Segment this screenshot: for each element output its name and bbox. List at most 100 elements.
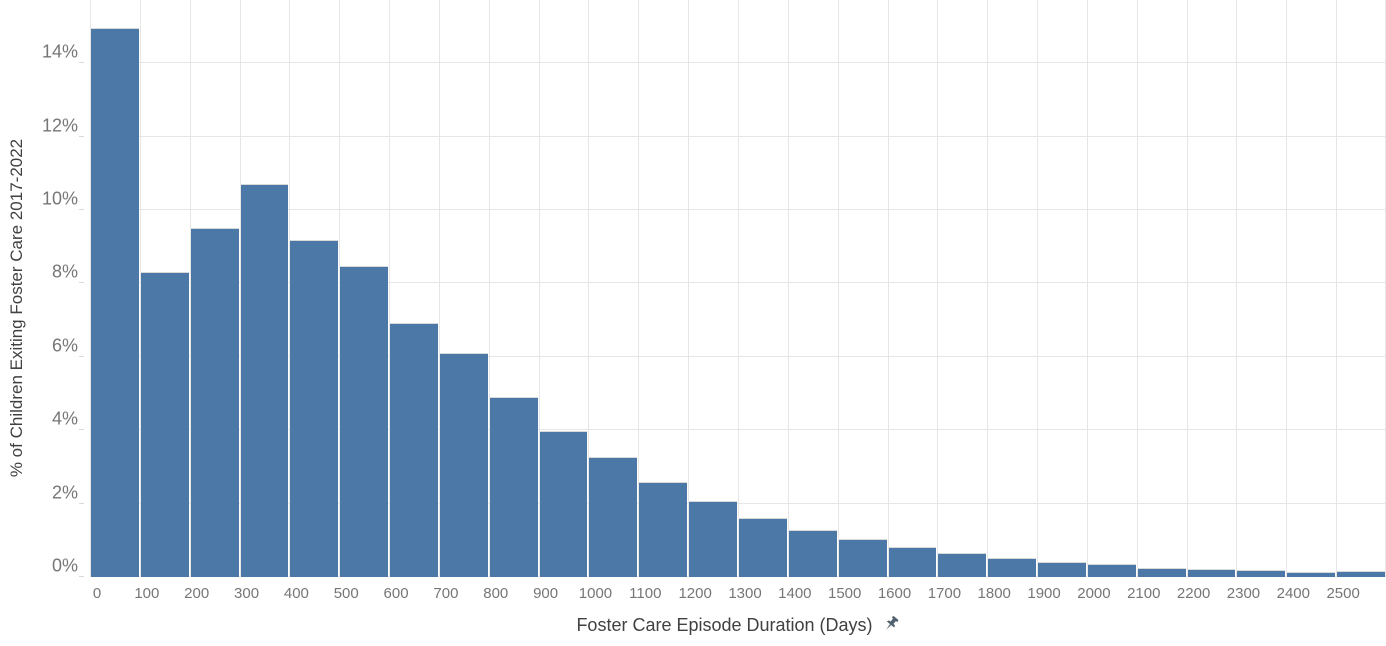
x-axis: 0 100 200 300 400 500 600 700 800 900 1000 1100 1200… bbox=[90, 583, 1386, 605]
histogram-bar-1400-1500[interactable] bbox=[788, 530, 837, 577]
histogram-bar-1500-1600[interactable] bbox=[838, 539, 887, 577]
y-tick-label: 4% bbox=[51, 408, 78, 429]
vertical-gridline bbox=[289, 0, 290, 577]
histogram-bar-2200-2300[interactable] bbox=[1187, 569, 1236, 577]
y-tick-label: 6% bbox=[51, 335, 78, 356]
vertical-gridline bbox=[888, 0, 889, 577]
x-axis-title-row: Foster Care Episode Duration (Days) bbox=[90, 610, 1386, 640]
vertical-gridline bbox=[838, 0, 839, 577]
x-tick-label: 2500 bbox=[1326, 585, 1360, 602]
vertical-gridline bbox=[1286, 0, 1287, 577]
x-tick-label: 300 bbox=[234, 585, 260, 602]
y-tick-label: 12% bbox=[41, 115, 78, 136]
horizontal-gridline bbox=[90, 282, 1386, 283]
histogram-bar-600-700[interactable] bbox=[390, 323, 438, 577]
vertical-gridline bbox=[688, 0, 689, 577]
y-tick-label: 10% bbox=[41, 188, 78, 209]
x-tick-label: 100 bbox=[134, 585, 160, 602]
vertical-gridline bbox=[987, 0, 988, 577]
x-tick-label: 400 bbox=[283, 585, 309, 602]
histogram-bar-1100-1200[interactable] bbox=[639, 482, 688, 577]
histogram-bar-200-300[interactable] bbox=[190, 228, 239, 577]
vertical-gridline bbox=[1037, 0, 1038, 577]
x-tick-label: 1800 bbox=[977, 585, 1011, 602]
x-tick-label: 900 bbox=[533, 585, 559, 602]
histogram-bar-1600-1700[interactable] bbox=[888, 547, 937, 577]
vertical-gridline bbox=[240, 0, 241, 577]
x-axis-title: Foster Care Episode Duration (Days) bbox=[576, 614, 873, 635]
x-tick-label: 2000 bbox=[1077, 585, 1111, 602]
histogram-bar-400-500[interactable] bbox=[290, 240, 339, 577]
histogram-bar-1300-1400[interactable] bbox=[739, 518, 787, 577]
y-tick-mark bbox=[79, 503, 84, 504]
histogram-bar-1000-1100[interactable] bbox=[589, 457, 638, 577]
histogram-bar-2000-2100[interactable] bbox=[1087, 564, 1136, 577]
plot-area bbox=[90, 0, 1386, 577]
x-tick-label: 2100 bbox=[1127, 585, 1161, 602]
y-tick-mark bbox=[79, 356, 84, 357]
vertical-gridline bbox=[140, 0, 141, 577]
histogram-bar-100-200[interactable] bbox=[140, 272, 189, 577]
vertical-gridline bbox=[389, 0, 390, 577]
horizontal-gridline bbox=[90, 62, 1386, 63]
x-tick-label: 1200 bbox=[678, 585, 712, 602]
histogram-bar-0-100[interactable] bbox=[91, 28, 139, 577]
y-tick-label: 0% bbox=[51, 555, 78, 576]
x-tick-label: 1700 bbox=[927, 585, 962, 602]
vertical-gridline bbox=[588, 0, 589, 577]
vertical-gridline bbox=[1087, 0, 1088, 577]
y-tick-label: 8% bbox=[51, 261, 78, 282]
histogram-bar-300-400[interactable] bbox=[240, 184, 289, 577]
histogram-bar-900-1000[interactable] bbox=[539, 431, 588, 577]
histogram-bar-500-600[interactable] bbox=[340, 266, 389, 577]
histogram-bar-800-900[interactable] bbox=[489, 397, 538, 577]
histogram-bar-2300-2400[interactable] bbox=[1237, 570, 1286, 577]
vertical-gridline bbox=[489, 0, 490, 577]
vertical-gridline bbox=[190, 0, 191, 577]
x-tick-label: 0 bbox=[92, 585, 102, 602]
x-tick-label: 700 bbox=[433, 585, 459, 602]
x-tick-label: 1300 bbox=[728, 585, 762, 602]
x-tick-label: 2300 bbox=[1226, 585, 1261, 602]
vertical-gridline bbox=[1187, 0, 1188, 577]
histogram-bar-1700-1800[interactable] bbox=[938, 553, 987, 577]
vertical-gridline bbox=[788, 0, 789, 577]
histogram-bar-1200-1300[interactable] bbox=[689, 501, 737, 577]
vertical-gridline bbox=[1137, 0, 1138, 577]
histogram-bar-2100-2200[interactable] bbox=[1137, 568, 1186, 577]
y-tick-mark bbox=[79, 282, 84, 283]
x-tick-label: 2200 bbox=[1176, 585, 1211, 602]
vertical-gridline bbox=[1336, 0, 1337, 577]
vertical-gridline bbox=[90, 0, 91, 577]
x-tick-label: 500 bbox=[333, 585, 359, 602]
x-axis-line bbox=[90, 576, 1386, 577]
y-tick-mark bbox=[79, 429, 84, 430]
x-tick-label: 1900 bbox=[1027, 585, 1061, 602]
y-axis: 0% 2% 4% 6% 8% 10% 12% 14% bbox=[0, 0, 84, 577]
x-tick-label: 600 bbox=[383, 585, 409, 602]
horizontal-gridline bbox=[90, 136, 1386, 137]
vertical-gridline bbox=[1236, 0, 1237, 577]
x-tick-label: 800 bbox=[483, 585, 509, 602]
pushpin-icon[interactable] bbox=[882, 615, 900, 633]
y-tick-mark bbox=[79, 576, 84, 577]
histogram-bar-700-800[interactable] bbox=[439, 353, 488, 577]
horizontal-gridline bbox=[90, 356, 1386, 357]
vertical-gridline bbox=[439, 0, 440, 577]
histogram-bar-2400-2500[interactable] bbox=[1287, 572, 1336, 577]
horizontal-gridline bbox=[90, 429, 1386, 430]
y-tick-label: 14% bbox=[41, 41, 78, 62]
vertical-gridline bbox=[638, 0, 639, 577]
x-tick-label: 1100 bbox=[629, 585, 662, 602]
horizontal-gridline bbox=[90, 503, 1386, 504]
vertical-gridline bbox=[339, 0, 340, 577]
histogram-bar-1900-2000[interactable] bbox=[1038, 562, 1086, 577]
y-tick-label: 2% bbox=[51, 482, 78, 503]
histogram-bar-2500-2600[interactable] bbox=[1337, 571, 1385, 577]
x-tick-label: 2400 bbox=[1276, 585, 1310, 602]
x-tick-label: 1000 bbox=[578, 585, 613, 602]
histogram-bar-1800-1900[interactable] bbox=[988, 558, 1037, 577]
horizontal-gridline bbox=[90, 209, 1386, 210]
y-tick-mark bbox=[79, 136, 84, 137]
